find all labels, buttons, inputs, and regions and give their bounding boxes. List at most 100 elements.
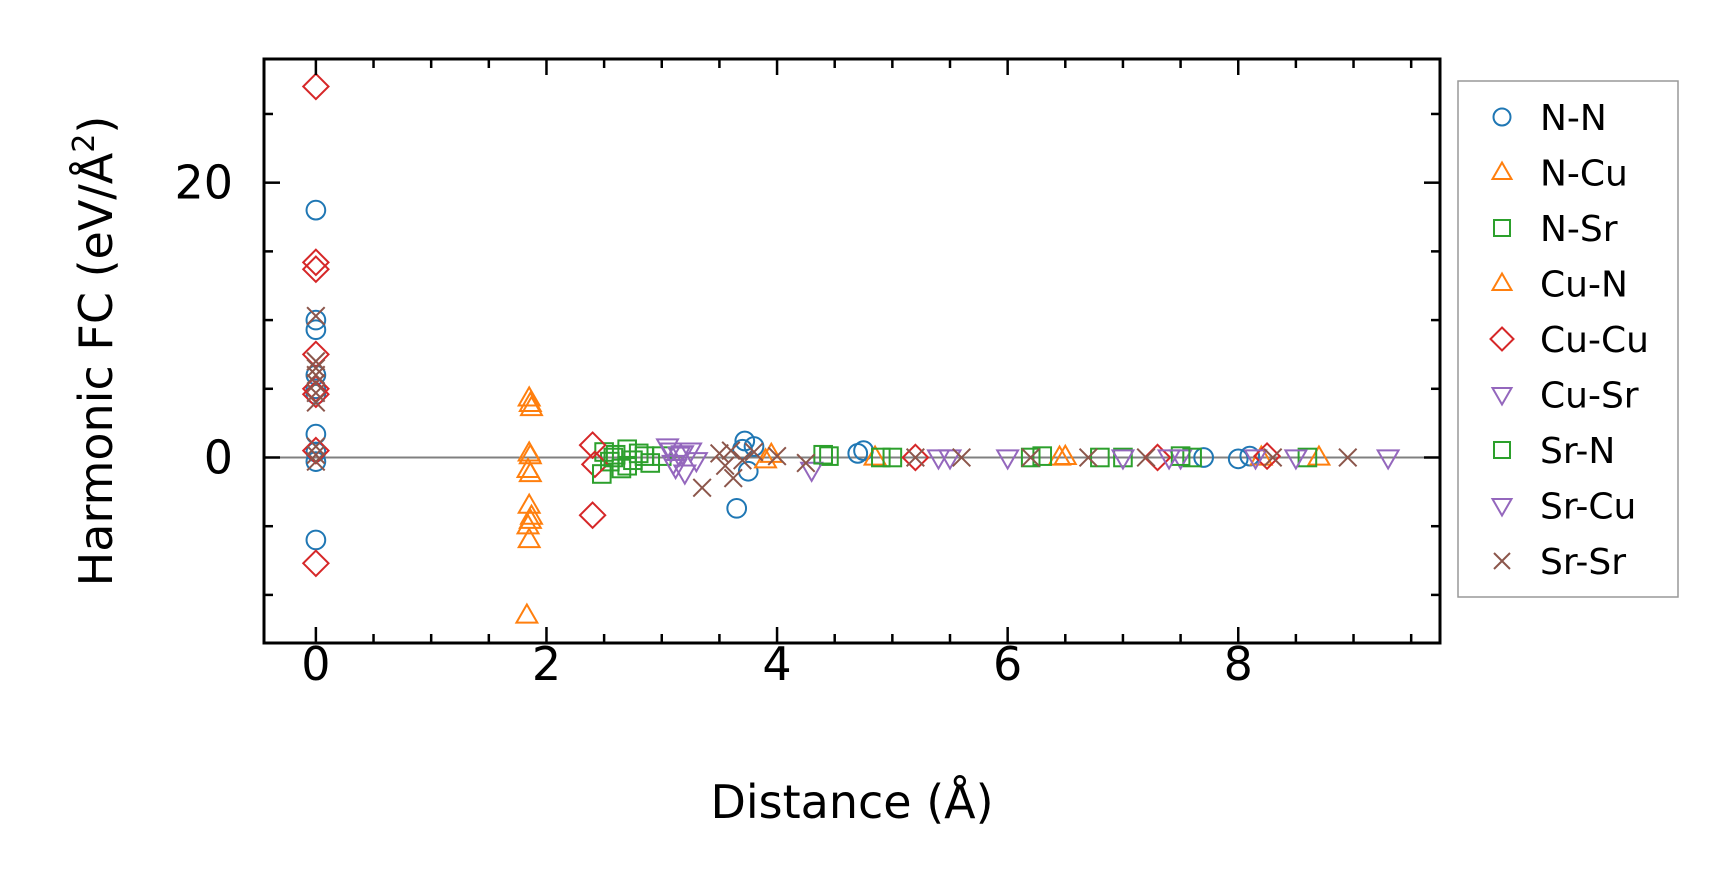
point-sr-sr — [306, 373, 326, 393]
point-cu-cu — [901, 443, 930, 472]
point-sr-sr — [692, 478, 712, 498]
point-cu-cu — [301, 248, 330, 277]
point-sr-cu — [1156, 449, 1182, 471]
point-cu-cu — [301, 255, 330, 284]
point-sr-sr — [767, 446, 787, 466]
legend-frame — [1457, 80, 1679, 598]
x-tick-label: 2 — [532, 637, 561, 691]
point-n-cu — [519, 503, 544, 525]
legend-marker-sr-n — [1493, 441, 1511, 459]
x-tick-label: 8 — [1224, 637, 1253, 691]
y-tick-label: 20 — [174, 156, 233, 210]
point-n-sr — [1182, 447, 1202, 468]
legend-label-cu-n: Cu-N — [1540, 265, 1628, 306]
point-cu-sr — [799, 461, 824, 483]
point-n-n — [305, 529, 327, 551]
point-n-sr — [819, 446, 839, 466]
legend-label-cu-sr: Cu-Sr — [1540, 376, 1639, 417]
point-sr-n — [1090, 447, 1110, 468]
legend-marker-n-cu — [1490, 160, 1514, 180]
legend-marker-sr-sr — [1493, 552, 1511, 570]
point-n-cu — [862, 444, 888, 466]
point-cu-cu — [1252, 442, 1282, 471]
point-sr-sr — [1136, 447, 1156, 468]
point-n-n — [1193, 447, 1214, 468]
point-sr-sr — [721, 441, 741, 461]
point-sr-sr — [306, 306, 326, 326]
legend-label-sr-n: Sr-N — [1540, 431, 1615, 472]
point-cu-cu — [578, 431, 607, 460]
point-sr-cu — [684, 452, 709, 474]
data-marks — [301, 72, 1401, 624]
point-n-cu — [518, 460, 543, 483]
point-cu-n — [518, 443, 543, 465]
point-sr-sr — [744, 442, 764, 462]
point-n-n — [305, 451, 327, 472]
point-sr-sr — [306, 445, 326, 465]
point-sr-n — [871, 447, 891, 468]
point-sr-n — [634, 446, 655, 466]
point-sr-sr — [732, 450, 752, 470]
point-n-cu — [519, 395, 544, 417]
point-sr-n — [1297, 447, 1318, 468]
point-sr-n — [1020, 447, 1041, 468]
point-sr-sr — [709, 443, 729, 463]
point-cu-cu — [578, 501, 607, 530]
point-sr-sr — [306, 351, 326, 371]
legend-marker-cu-n — [1490, 271, 1514, 291]
point-n-cu — [516, 385, 542, 407]
legend-label-cu-cu: Cu-Cu — [1540, 320, 1649, 361]
point-sr-cu — [663, 458, 688, 481]
legend-label-n-sr: N-Sr — [1540, 209, 1618, 250]
legend-label-sr-cu: Sr-Cu — [1540, 487, 1636, 528]
point-n-cu — [514, 602, 540, 624]
point-n-n — [305, 319, 327, 341]
point-n-sr — [640, 453, 661, 473]
x-tick-label: 6 — [993, 637, 1022, 691]
point-sr-n — [813, 444, 833, 465]
point-n-cu — [1306, 444, 1332, 466]
y-axis-label-main: Harmonic FC (eV/Å — [69, 152, 123, 586]
point-cu-n — [1053, 443, 1078, 465]
point-sr-n — [1170, 446, 1191, 466]
legend-marker-sr-cu — [1490, 498, 1514, 518]
point-sr-sr — [306, 358, 326, 378]
legend-label-n-cu: N-Cu — [1540, 154, 1628, 195]
x-tick-label: 0 — [301, 637, 330, 691]
axis-ticks: 0 2 4 6 8 0 20 — [174, 59, 1440, 691]
point-sr-cu — [937, 449, 963, 471]
legend-marker-n-n — [1492, 107, 1512, 127]
point-sr-sr — [723, 468, 743, 488]
plot-frame — [262, 57, 1442, 645]
point-sr-sr — [952, 447, 972, 468]
point-sr-cu — [1283, 449, 1309, 471]
point-n-n — [305, 378, 327, 400]
point-cu-sr — [1110, 449, 1136, 471]
point-sr-sr — [1021, 447, 1041, 468]
y-tick-label: 0 — [204, 430, 233, 484]
point-sr-sr — [905, 447, 925, 468]
point-sr-cu — [995, 449, 1020, 471]
point-cu-sr — [1243, 449, 1268, 471]
point-cu-cu — [301, 549, 330, 578]
point-sr-sr — [306, 452, 326, 472]
point-sr-sr — [1338, 447, 1358, 468]
point-sr-sr — [715, 456, 735, 476]
point-sr-n — [592, 464, 612, 484]
point-sr-sr — [1263, 447, 1283, 468]
point-sr-sr — [306, 393, 326, 413]
point-sr-sr — [306, 436, 326, 457]
point-sr-sr — [306, 383, 326, 403]
legend-label-n-n: N-N — [1540, 98, 1607, 139]
legend-marker-cu-cu — [1489, 326, 1515, 352]
y-axis-label-suffix: ) — [69, 116, 123, 134]
legend-marker-n-sr — [1493, 219, 1511, 237]
point-cu-cu — [301, 72, 330, 101]
legend-marker-cu-sr — [1490, 387, 1514, 407]
y-axis-label-superscript: 2 — [67, 134, 102, 153]
x-tick-label: 4 — [762, 637, 791, 691]
point-cu-cu — [301, 380, 330, 409]
point-cu-cu — [301, 340, 330, 369]
legend-label-sr-sr: Sr-Sr — [1540, 542, 1626, 583]
